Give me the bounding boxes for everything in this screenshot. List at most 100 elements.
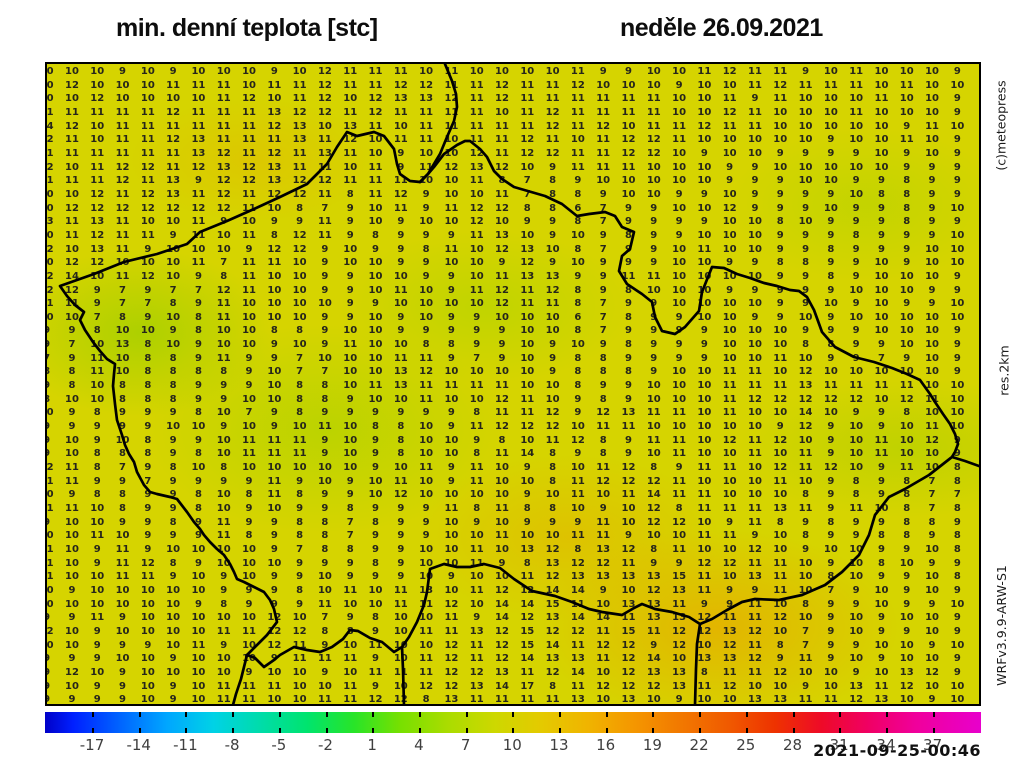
temperature-value: 10 (773, 120, 788, 132)
temperature-value: 8 (523, 202, 531, 214)
temperature-value: 10 (545, 380, 560, 392)
temperature-value: 11 (748, 106, 762, 118)
temperature-value: 12 (46, 284, 54, 296)
temperature-value: 9 (372, 243, 379, 255)
temperature-value: 9 (852, 584, 860, 596)
temperature-value: 9 (270, 530, 278, 542)
temperature-value: 11 (140, 147, 155, 159)
temperature-value: 11 (697, 462, 712, 474)
temperature-value: 10 (343, 243, 358, 255)
grid-row: 1010121112131112111212118111291010117889… (47, 188, 979, 202)
temperature-value: 12 (697, 625, 712, 637)
temperature-value: 11 (520, 106, 535, 118)
temperature-value: 11 (46, 175, 54, 187)
temperature-value: 8 (372, 421, 379, 433)
temperature-value: 11 (419, 161, 434, 173)
temperature-value: 10 (242, 79, 256, 91)
temperature-value: 9 (397, 503, 405, 514)
temperature-value: 8 (599, 366, 607, 378)
temperature-value: 10 (444, 489, 459, 501)
temperature-value: 14 (646, 653, 661, 665)
temperature-value: 10 (748, 298, 762, 310)
temperature-value: 13 (646, 612, 661, 624)
temperature-value: 9 (877, 421, 885, 433)
temperature-value: 11 (697, 571, 712, 583)
temperature-value: 10 (925, 407, 939, 419)
temperature-value: 11 (368, 188, 383, 200)
temperature-value: 10 (672, 366, 687, 378)
temperature-value: 10 (191, 625, 206, 637)
temperature-value: 11 (596, 147, 611, 159)
temperature-value: 9 (776, 653, 784, 665)
temperature-value: 10 (823, 202, 838, 214)
temperature-value: 10 (90, 666, 105, 678)
temperature-value: 8 (296, 489, 304, 501)
temperature-value: 8 (220, 598, 228, 610)
temperature-value: 10 (798, 434, 813, 446)
temperature-value: 12 (646, 503, 661, 514)
temperature-value: 9 (928, 284, 936, 296)
temperature-value: 9 (928, 175, 936, 187)
temperature-value: 9 (624, 325, 632, 337)
temperature-value: 15 (621, 625, 636, 637)
temperature-value: 11 (874, 680, 889, 692)
temperature-value: 9 (144, 489, 152, 501)
temperature-value: 9 (93, 653, 101, 665)
temperature-value: 10 (191, 653, 206, 665)
temperature-value: 10 (722, 325, 737, 337)
colorbar-tick (325, 728, 328, 733)
temperature-value: 9 (397, 311, 405, 323)
temperature-value: 9 (675, 229, 683, 241)
temperature-value: 10 (343, 366, 358, 378)
temperature-value: 9 (675, 557, 683, 569)
temperature-value: 8 (574, 325, 582, 337)
temperature-value: 9 (270, 407, 278, 419)
temperature-value: 10 (419, 216, 434, 228)
temperature-value: 10 (849, 284, 864, 296)
temperature-value: 9 (751, 188, 759, 200)
temperature-value: 10 (166, 339, 181, 351)
temperature-value: 9 (321, 407, 329, 419)
colorbar-tick (885, 728, 888, 733)
temperature-value: 11 (419, 393, 434, 405)
temperature-value: 9 (169, 694, 177, 706)
temperature-value: 10 (419, 284, 434, 296)
temperature-value: 9 (47, 652, 59, 666)
temperature-value: 9 (953, 666, 961, 678)
temperature-value: 11 (469, 175, 484, 187)
temperature-value: 11 (216, 298, 231, 310)
temperature-value: 10 (874, 393, 889, 405)
temperature-value: 12 (520, 612, 535, 624)
temperature-value: 12 (646, 680, 661, 692)
temperature-value: 9 (827, 147, 835, 159)
temperature-value: 10 (950, 257, 965, 269)
temperature-value: 9 (599, 380, 607, 392)
temperature-value: 9 (675, 188, 683, 200)
temperature-value: 12 (115, 175, 130, 187)
temperature-value: 14 (520, 448, 535, 460)
temperature-value: 9 (802, 188, 810, 200)
temperature-value: 7 (523, 188, 531, 200)
temperature-value: 8 (194, 311, 202, 323)
temperature-value: 13 (672, 584, 687, 596)
temperature-value: 10 (520, 339, 535, 351)
temperature-value: 9 (700, 339, 708, 351)
temperature-value: 8 (194, 325, 202, 337)
temperature-value: 10 (368, 393, 383, 405)
temperature-value: 13 (899, 666, 914, 678)
grid-row: 1010109109101010910121111111011101010101… (47, 65, 979, 79)
temperature-value: 11 (596, 421, 611, 433)
temperature-value: 11 (722, 407, 737, 419)
temperature-value: 10 (925, 462, 939, 474)
temperature-value: 12 (748, 543, 762, 555)
temperature-value: 9 (220, 639, 228, 651)
temperature-value: 12 (596, 120, 611, 132)
temperature-value: 11 (621, 421, 636, 433)
temperature-value: 10 (242, 311, 256, 323)
temperature-value: 9 (726, 257, 734, 269)
temperature-value: 12 (267, 147, 282, 159)
temperature-value: 11 (570, 680, 585, 692)
temperature-value: 9 (903, 147, 911, 159)
temperature-value: 8 (650, 543, 658, 555)
temperature-value: 11 (495, 694, 509, 706)
